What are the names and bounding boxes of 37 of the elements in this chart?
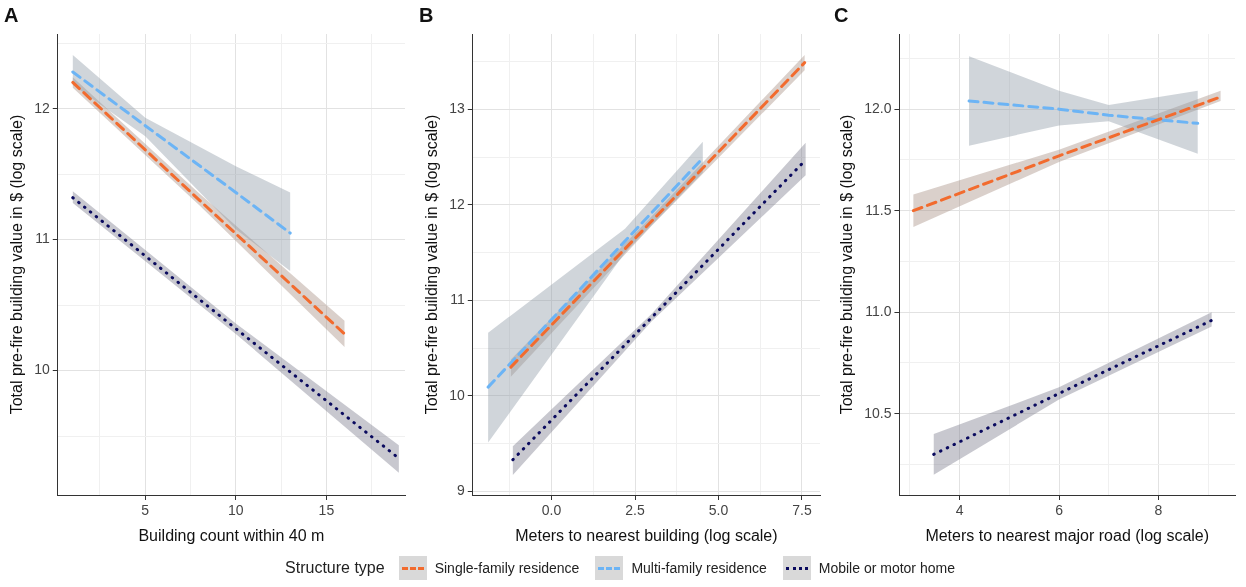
y-tick-label: 11.0 — [865, 303, 892, 320]
y-tick-label: 12.0 — [864, 100, 892, 116]
y-tick-label: 13 — [449, 100, 465, 117]
x-tick-label: 0.0 — [541, 502, 562, 519]
y-tick-label: 11.5 — [865, 201, 892, 218]
x-axis-title: Building count within 40 m — [138, 526, 325, 544]
y-tick-label: 12 — [449, 195, 465, 212]
chart-title: B — [419, 3, 434, 26]
y-axis-title: Total pre-fire building value in $ (log scale) — [423, 114, 441, 415]
line-series — [967, 99, 1200, 125]
y-tick-label: 11 — [35, 230, 50, 247]
y-tick-label: 10 — [34, 361, 50, 378]
y-tick-label: 12 — [34, 99, 50, 116]
x-axis-title: Meters to nearest building (log scale) — [515, 526, 778, 544]
chart-title: C — [834, 3, 849, 26]
chart-title: A — [4, 3, 19, 26]
x-tick-label: 2.5 — [625, 502, 645, 519]
x-tick-label: 8 — [1154, 502, 1163, 519]
legend-label: Mobile or motor home — [818, 560, 955, 576]
x-tick-label: 5 — [141, 502, 150, 519]
legend-label: Single-family residence — [434, 560, 580, 576]
x-axis-title: Meters to nearest major road (log scale) — [925, 526, 1210, 544]
x-tick-label: 7.5 — [792, 502, 812, 519]
legend-label: Multi-family residence — [631, 560, 767, 576]
x-tick-label: 4 — [955, 502, 964, 519]
x-tick-label: 10 — [228, 502, 244, 519]
y-axis-title: Total pre-fire building value in $ (log scale) — [838, 114, 856, 415]
y-tick-label: 11 — [450, 291, 465, 308]
y-axis-title: Total pre-fire building value in $ (log scale) — [8, 114, 26, 415]
line-series — [71, 70, 292, 235]
y-tick-label: 10 — [449, 386, 465, 403]
y-tick-label: 9 — [456, 482, 465, 499]
legend-title: Structure type — [285, 559, 385, 577]
x-tick-label: 15 — [318, 502, 335, 519]
x-tick-label: 6 — [1055, 502, 1064, 519]
y-tick-label: 10.5 — [864, 404, 892, 421]
x-tick-label: 5.0 — [708, 502, 729, 519]
